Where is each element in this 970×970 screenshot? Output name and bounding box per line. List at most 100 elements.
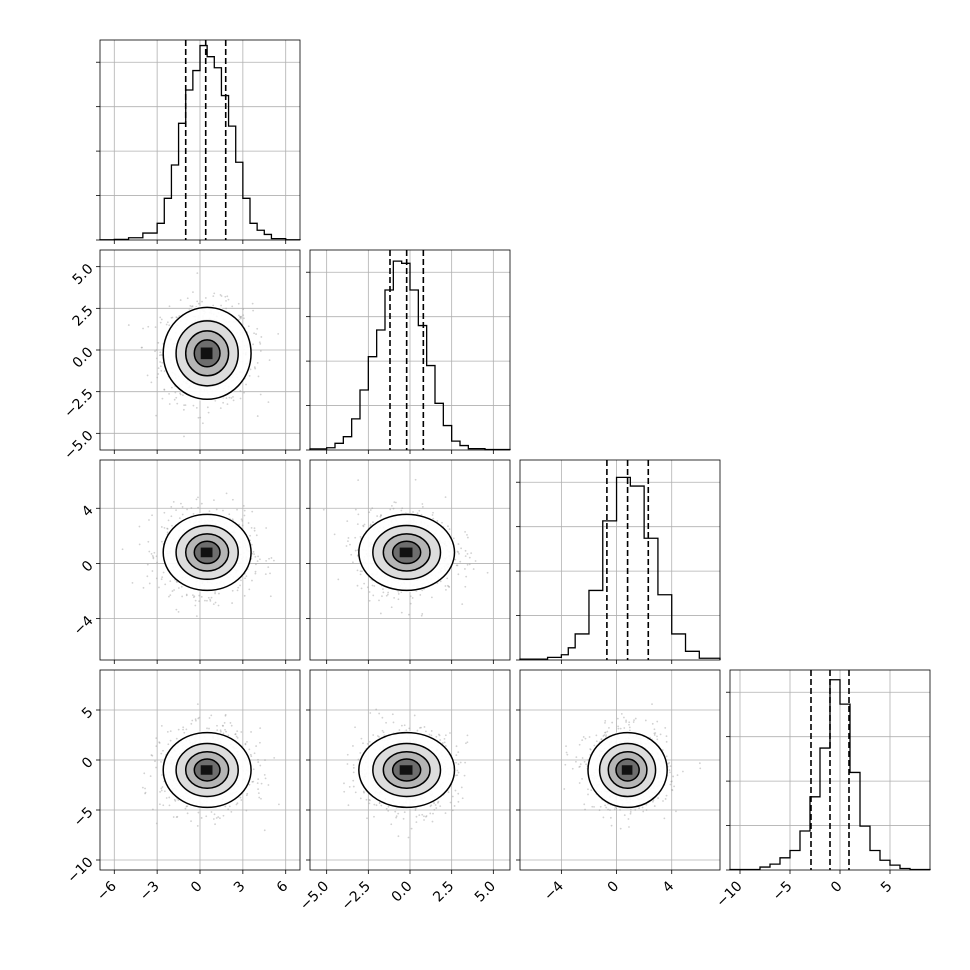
sample-point [360,587,363,590]
sample-point [240,518,243,521]
sample-point [154,760,156,763]
contour-1 [372,742,442,798]
sample-point [212,295,215,298]
sample-point [244,742,247,745]
sample-point [375,804,378,807]
sample-point [190,722,193,725]
sample-point [352,764,355,766]
sample-point [194,718,197,721]
sample-point [200,817,203,819]
sample-point [232,395,234,398]
sample-point [584,737,587,740]
sample-point [259,727,262,730]
sample-point [405,729,408,732]
sample-point [251,579,253,582]
sample-point [373,803,376,806]
sample-point [423,726,426,728]
sample-point [642,810,645,813]
sample-point [195,498,198,501]
sample-point [175,580,178,583]
sample-point [146,575,149,578]
sample-point [155,745,158,748]
sample-point [368,798,371,801]
sample-point [607,808,609,811]
sample-point [366,586,369,589]
sample-point [179,392,181,395]
sample-point [150,754,153,756]
sample-point [158,803,161,806]
sample-point [278,803,280,806]
sample-point [160,752,163,755]
sample-point [395,815,398,818]
sample-point [230,397,233,399]
sample-point [255,563,257,566]
sample-point [255,333,257,335]
sample-point [230,724,233,727]
sample-point [155,555,158,558]
sample-point [215,508,218,511]
sample-point [201,422,204,425]
sample-point [445,588,447,591]
sample-point [394,501,397,504]
sample-point [604,731,606,734]
sample-point [155,577,158,580]
sample-point [264,759,266,761]
sample-point [366,742,369,745]
sample-point [240,315,242,318]
sample-point [382,731,385,734]
contour-1 [372,524,442,581]
sample-point [463,774,466,777]
sample-point [161,576,164,578]
sample-point [303,787,305,789]
sample-point [192,596,195,599]
sample-point [455,754,458,756]
sample-point [362,790,365,793]
sample-point [197,717,200,720]
sample-point [409,602,412,605]
sample-point [437,733,440,736]
sample-point [466,536,469,539]
sample-point [161,361,164,364]
sample-point [239,796,242,799]
contour-2 [184,330,230,377]
sample-point [181,394,184,397]
sample-point [198,716,201,719]
contour-3 [193,339,221,368]
sample-point [156,376,159,379]
sample-point [228,805,231,808]
sample-point [628,723,630,726]
sample-point [260,797,262,800]
sample-point [461,797,464,800]
sample-point [160,526,163,528]
sample-point [249,534,252,537]
sample-point [192,404,195,407]
sample-point [432,517,435,520]
sample-point [212,818,215,820]
sample-point [172,816,175,818]
sample-point [438,734,441,737]
sample-point [219,293,222,296]
sample-point [441,742,444,744]
sample-point [200,502,203,505]
sample-point [354,536,357,539]
sample-point [222,814,225,817]
sample-point [395,816,398,819]
contour-2 [184,533,230,572]
sample-point [346,520,349,523]
sample-point [254,367,257,370]
sample-point [347,537,350,539]
sample-point [464,585,467,588]
sample-point [151,754,154,757]
sample-point [253,527,256,530]
sample-point [153,551,156,554]
sample-point [234,733,237,736]
sample-point [430,730,433,732]
sample-point [229,722,232,724]
sample-point [264,573,267,576]
sample-point [657,797,660,799]
sample-point [254,555,257,558]
sample-point [421,613,424,615]
sample-point [175,509,177,512]
sample-point [200,595,203,598]
sample-point [140,346,143,349]
